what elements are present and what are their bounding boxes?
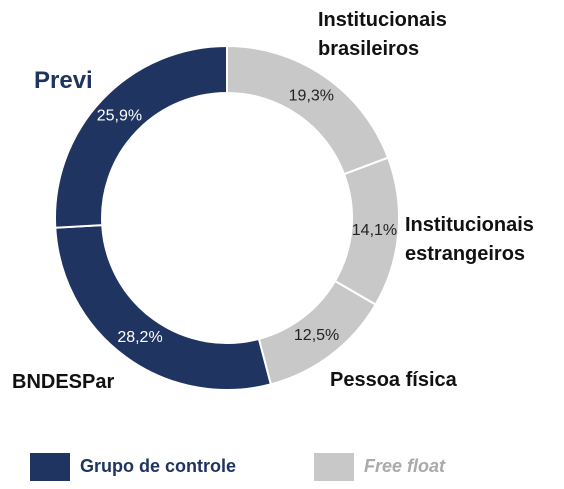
segment-name: Institucionais estrangeiros (405, 214, 534, 265)
value-label: 28,2% (117, 329, 162, 346)
segment-name: Pessoa física (330, 369, 457, 391)
value-label: 12,5% (294, 327, 339, 344)
segment-name: BNDESPar (12, 371, 115, 393)
slice (54, 44, 228, 229)
legend-label: Grupo de controle (80, 456, 237, 476)
value-label: 19,3% (289, 88, 334, 105)
slice (54, 224, 273, 391)
legend-label: Free float (364, 456, 446, 476)
value-label: 14,1% (352, 222, 397, 239)
segment-name: Previ (34, 67, 93, 94)
slice (226, 44, 390, 176)
legend-swatch (314, 453, 354, 481)
value-label: 25,9% (97, 108, 142, 125)
segment-name: Institucionais brasileiros (318, 9, 447, 60)
legend-swatch (30, 453, 70, 481)
